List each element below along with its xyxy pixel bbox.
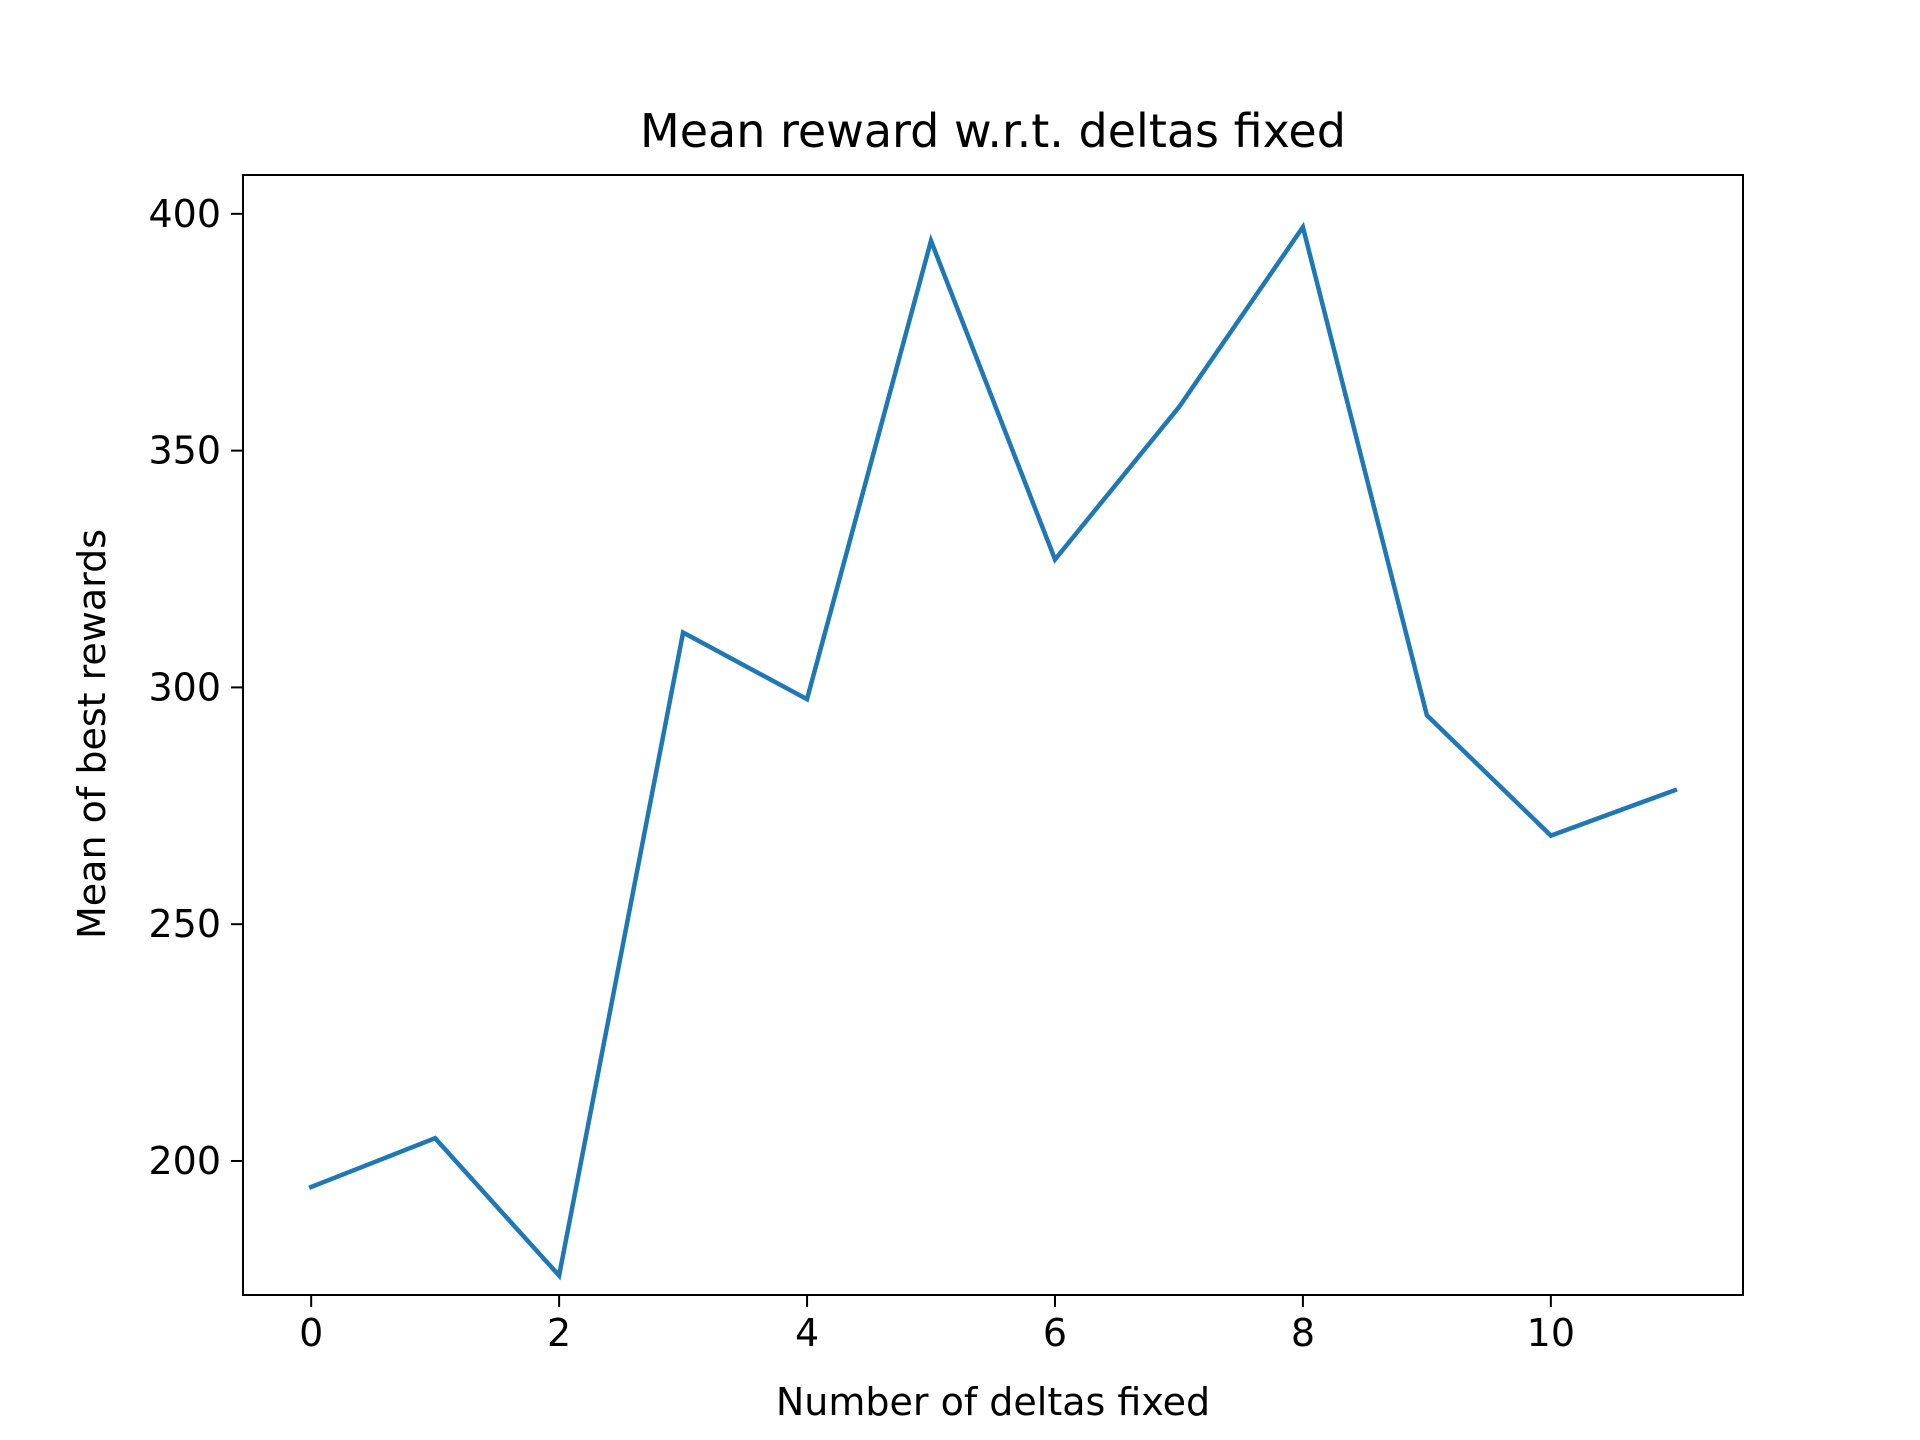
series-line xyxy=(308,221,1678,1281)
x-axis-label: Number of deltas fixed xyxy=(776,1380,1210,1424)
y-tick-label: 250 xyxy=(148,902,221,946)
series-layer xyxy=(308,221,1678,1281)
y-tick-label: 200 xyxy=(148,1139,221,1183)
y-tick-label: 350 xyxy=(148,429,221,473)
x-tick-label: 6 xyxy=(1043,1311,1067,1355)
x-tick-label: 8 xyxy=(1291,1311,1315,1355)
x-axis-ticks: 0 2 4 6 8 10 xyxy=(299,1295,1575,1355)
y-axis-ticks: 200 250 300 350 400 xyxy=(148,192,243,1183)
chart-title: Mean reward w.r.t. deltas fixed xyxy=(640,104,1346,158)
x-tick-label: 10 xyxy=(1527,1311,1575,1355)
y-tick-label: 300 xyxy=(148,665,221,709)
x-tick-label: 0 xyxy=(299,1311,323,1355)
y-axis-label: Mean of best rewards xyxy=(70,529,114,939)
x-tick-label: 2 xyxy=(547,1311,571,1355)
plot-area-frame xyxy=(242,174,1744,1296)
y-tick-label: 400 xyxy=(148,192,221,236)
x-tick-label: 4 xyxy=(795,1311,819,1355)
